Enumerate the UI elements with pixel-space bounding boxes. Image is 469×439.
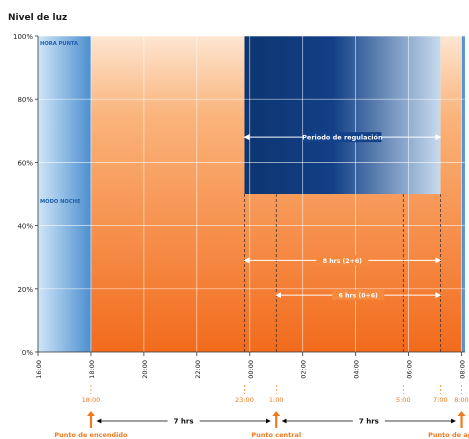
event-label: Punto central (251, 431, 301, 439)
x-tick-label: 04:00 (353, 360, 361, 379)
regulation-label: Periodo de regulación (302, 134, 383, 142)
x-tick-label: 18:00 (88, 360, 96, 379)
chart-title: Nivel de luz (8, 13, 67, 23)
x-tick-label: 16:00 (35, 360, 43, 379)
event-time: 8:00 (454, 396, 469, 404)
y-tick-label: 80% (17, 96, 33, 104)
regulation-label-bg (303, 132, 382, 143)
y-tick-label: 60% (17, 159, 33, 167)
x-tick-label: 20:00 (141, 360, 149, 379)
off-period-right (461, 36, 465, 352)
duration-label-bg (316, 255, 369, 266)
event-markers: 18:00 Punto de encendido 23:00 1:00 Punto ce… (54, 385, 469, 439)
event-time: 7:00 (433, 396, 448, 404)
interval-label: 7 hrs (174, 418, 194, 426)
y-tick-label: 100% (13, 33, 33, 41)
x-tick-label: 06:00 (406, 360, 414, 379)
x-tick-label: 02:00 (300, 360, 308, 379)
y-tick-label: 0% (22, 349, 33, 357)
event-arrow-head (272, 411, 281, 416)
event-time: 5:00 (396, 396, 411, 404)
off-period-left (38, 36, 91, 352)
plot-annotations: HORA PUNTA MODO NOCHE Periodo de regulació… (40, 41, 442, 352)
event-label: Punto de apagado (428, 431, 469, 439)
event-label: Punto de encendido (54, 431, 128, 439)
duration-label: 6 hrs (0+6) (339, 293, 378, 300)
axes: 0% 20% 40% 60% 80% 100% 16:00 18:00 20:00 22:00 00… (13, 33, 467, 379)
event-arrow-head (86, 411, 95, 416)
x-tick-label: 22:00 (194, 360, 202, 379)
event-time: 23:00 (235, 396, 254, 404)
duration-label: 8 hrs (2+6) (323, 258, 362, 265)
y-tick-label: 20% (17, 286, 33, 294)
plot-area (38, 36, 465, 352)
interval-label-bg (167, 416, 200, 426)
band-label: HORA PUNTA (40, 41, 78, 47)
band-label: MODO NOCHE (40, 199, 81, 205)
x-tick-label: 00:00 (247, 360, 255, 379)
interval-label: 7 hrs (359, 418, 379, 426)
event-time: 18:00 (82, 396, 101, 404)
duration-label-bg (332, 290, 385, 301)
interval-label-bg (352, 416, 385, 426)
x-tick-label: 08:00 (459, 360, 467, 379)
regulation-band (244, 36, 441, 194)
event-time: 1:00 (269, 396, 284, 404)
y-tick-label: 40% (17, 223, 33, 231)
event-arrow-head (457, 411, 466, 416)
